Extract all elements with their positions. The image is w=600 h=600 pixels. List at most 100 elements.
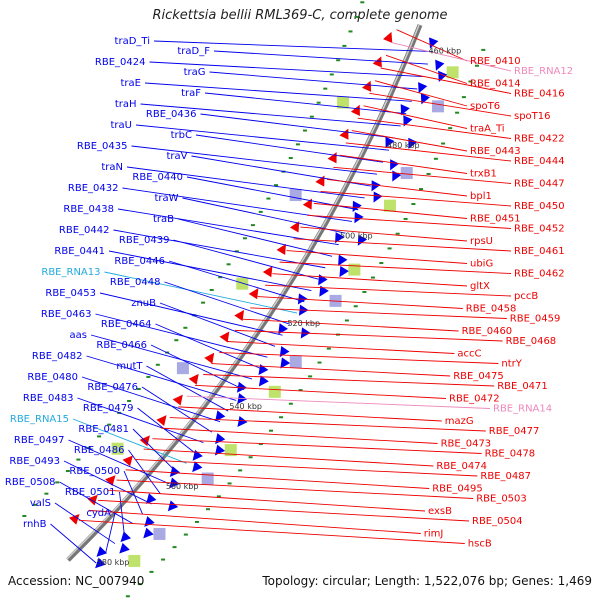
gc-dot	[481, 48, 486, 51]
reverse-gene-arrow	[383, 31, 393, 43]
left-gene-label: traG	[184, 67, 206, 78]
left-gene-label: RBE_0481	[78, 424, 129, 435]
forward-gene-arrow	[192, 449, 203, 461]
feature-block	[268, 385, 281, 398]
right-leader-line	[116, 479, 474, 499]
left-gene-label: RBE_0436	[146, 109, 197, 120]
left-gene-label: traN	[101, 162, 123, 173]
forward-gene-arrow	[318, 274, 328, 286]
right-gene-label: rimJ	[424, 529, 444, 540]
gc-dot	[205, 508, 210, 511]
gc-dot	[302, 129, 307, 132]
gc-dot	[344, 319, 349, 322]
right-leader-line	[203, 374, 495, 387]
gc-dot	[448, 127, 453, 130]
forward-gene-arrow	[258, 375, 269, 387]
left-gene-label: traV	[166, 151, 187, 162]
feature-block	[400, 167, 413, 180]
gc-dot	[370, 276, 375, 279]
left-gene-label: RBE_0453	[45, 288, 96, 299]
left-leader-line	[54, 502, 116, 544]
right-leader-line	[339, 154, 468, 174]
left-leader-line	[63, 460, 152, 505]
gc-dot	[348, 30, 353, 33]
right-leader-line	[143, 448, 434, 467]
right-gene-label: RBE_0473	[441, 439, 492, 450]
right-gene-label: spoT16	[514, 111, 551, 122]
kbp-tick-label: 520 kbp	[287, 319, 320, 328]
gc-dot	[149, 570, 154, 573]
right-leader-line	[161, 427, 438, 444]
kbp-tick-labels: 460 kbp 480 kbp 500 kbp 520 kbp 540 kbp 560 k…	[97, 47, 461, 567]
feature-block	[337, 96, 350, 109]
left-leader-line	[182, 197, 346, 234]
left-leader-line	[132, 428, 179, 474]
right-leader-line	[134, 459, 478, 477]
forward-gene-arrow	[373, 191, 383, 203]
reverse-gene-arrow	[188, 373, 199, 385]
left-leader-line	[186, 176, 359, 211]
left-gene-label: RBE_0440	[132, 172, 183, 183]
right-leader-line	[88, 509, 421, 534]
right-gene-label: spoT6	[470, 101, 500, 112]
left-leader-line	[168, 260, 305, 303]
right-gene-label: RBE_0472	[449, 394, 500, 405]
right-leader-line	[219, 352, 499, 364]
gc-dot	[411, 203, 416, 206]
left-gene-label: traW	[154, 193, 178, 204]
feature-block	[176, 362, 189, 375]
right-gene-label: RBE_0458	[466, 304, 517, 315]
forward-gene-arrow	[279, 345, 290, 358]
right-leader-line	[152, 438, 482, 454]
right-leader-line	[234, 329, 503, 342]
left-leader-line	[173, 239, 319, 280]
reverse-gene-arrow	[156, 415, 167, 427]
left-leader-line	[155, 323, 260, 369]
right-gene-label: accC	[457, 349, 481, 360]
gc-dot	[309, 115, 314, 118]
gc-dot	[426, 172, 431, 175]
left-leader-line	[144, 82, 412, 102]
forward-gene-arrow	[143, 527, 154, 539]
forward-gene-arrow	[215, 433, 226, 445]
gc-dot	[329, 73, 334, 76]
right-leader-line	[194, 384, 447, 399]
gc-dot	[441, 142, 446, 145]
gc-dot	[387, 247, 392, 250]
gc-dot	[234, 250, 239, 253]
gc-dot	[238, 469, 243, 472]
gc-dot	[146, 375, 151, 378]
gc-dot	[127, 399, 132, 402]
left-leader-line	[159, 302, 276, 347]
left-leader-line	[123, 470, 143, 515]
left-leader-line	[105, 512, 116, 554]
left-gene-label: aas	[70, 330, 87, 341]
left-leader-line	[90, 334, 253, 380]
forward-gene-arrow	[339, 266, 349, 278]
left-leader-line	[141, 386, 213, 433]
kbp-tick-label: 460 kbp	[429, 47, 462, 56]
left-leader-line	[146, 365, 229, 412]
right-gene-label: RBE_0487	[480, 471, 531, 482]
forward-gene-arrow	[371, 180, 381, 192]
left-gene-label: RBE_0464	[101, 319, 152, 330]
feature-block	[289, 355, 302, 368]
left-leader-line	[213, 50, 428, 65]
accession-text: Accession: NC_007940	[8, 574, 145, 588]
gc-dot	[474, 64, 479, 67]
left-gene-label: RBE_0480	[27, 372, 78, 383]
left-leader-line	[164, 281, 290, 325]
left-leader-line	[177, 218, 333, 257]
forward-gene-arrow	[96, 546, 108, 557]
forward-gene-arrow	[385, 136, 395, 148]
feature-block	[224, 444, 237, 457]
right-leader-line	[125, 469, 430, 489]
left-gene-label: RBE_0448	[110, 277, 161, 288]
gc-dot	[295, 143, 300, 146]
gene-labels: traD_Ti traD_F RBE_0424 traG traE traF traH RBE…	[5, 36, 573, 550]
left-leader-line	[117, 208, 339, 246]
forward-gene-arrow	[167, 500, 179, 512]
right-leader-line	[300, 226, 468, 242]
gc-dot	[86, 447, 91, 450]
right-gene-label: RBE_0450	[514, 201, 565, 212]
